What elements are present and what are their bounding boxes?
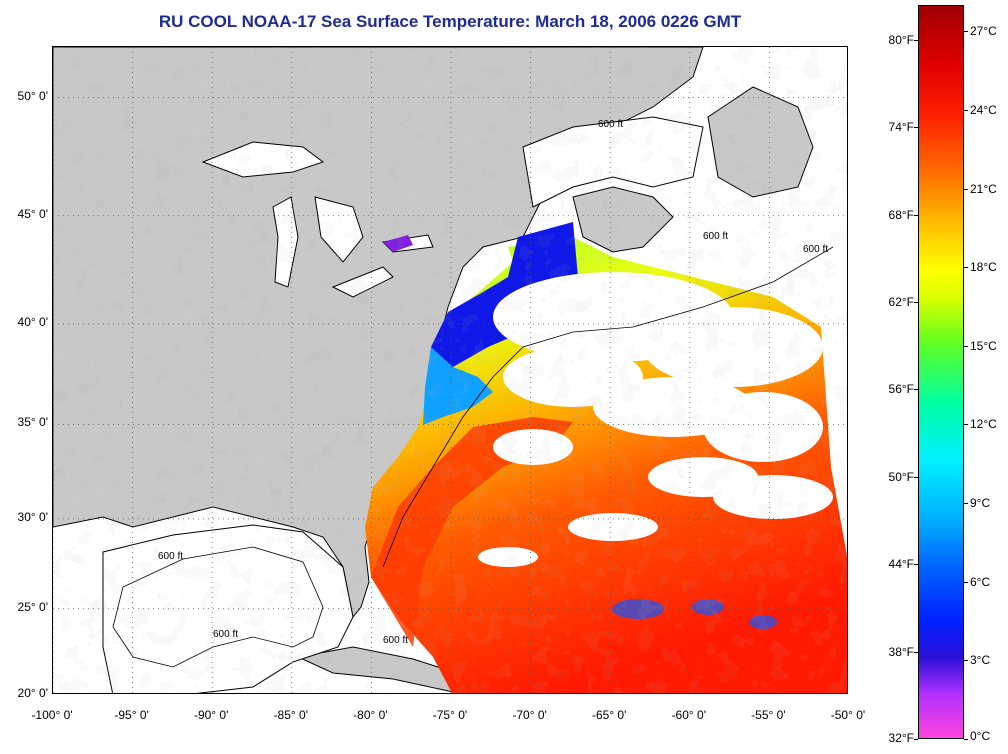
colorbar-f-label: 74°F <box>888 120 914 135</box>
lat-label: 40° 0' <box>17 314 48 329</box>
lat-label: 35° 0' <box>17 415 48 430</box>
lon-label: -80° 0' <box>353 708 388 722</box>
colorbar-f-label: 68°F <box>888 207 914 222</box>
lon-label: -85° 0' <box>273 708 309 722</box>
colorbar-c-label: 12°C <box>970 417 997 432</box>
colorbar-c-tick <box>964 31 968 33</box>
colorbar-f-label: 80°F <box>888 32 914 47</box>
contour-label-atlantic: 600 ft <box>803 244 828 255</box>
colorbar-f-label: 56°F <box>888 382 914 397</box>
lat-label: 30° 0' <box>17 509 48 524</box>
colorbar-c-label: 15°C <box>970 338 997 353</box>
grid-lines <box>53 47 847 693</box>
colorbar-f-tick <box>914 476 918 478</box>
colorbar-f-label: 62°F <box>888 295 914 310</box>
colorbar-c-tick <box>964 345 968 347</box>
colorbar-c-tick <box>964 109 968 111</box>
colorbar-f-label: 38°F <box>888 644 914 659</box>
lon-label: -75° 0' <box>432 708 468 722</box>
colorbar-f-tick <box>914 739 918 740</box>
sst-colorbar <box>918 5 964 739</box>
contour-600ft <box>112 546 324 668</box>
lon-label: -90° 0' <box>193 708 229 722</box>
lat-label: 20° 0' <box>17 686 48 700</box>
colorbar-f-tick <box>914 389 918 391</box>
texture-noise <box>53 47 847 693</box>
colorbar-c-tick <box>964 424 968 426</box>
contour-label-florida: 600 ft <box>383 635 408 646</box>
colorbar-f-tick <box>914 302 918 304</box>
sst-map: 600 ft 600 ft 600 ft 600 ft 600 ft 600 f… <box>52 46 848 694</box>
colorbar-c-label: 18°C <box>970 260 997 275</box>
colorbar-c-label: 21°C <box>970 181 997 196</box>
colorbar-f-tick <box>914 127 918 129</box>
colorbar-c-tick <box>964 739 968 740</box>
lon-label: -50° 0' <box>830 708 866 722</box>
lon-label: -55° 0' <box>751 708 786 722</box>
colorbar-c-label: 6°C <box>970 574 991 589</box>
colorbar-c-tick <box>964 503 968 505</box>
lat-label: 50° 0' <box>17 88 48 103</box>
colorbar-c-label: 3°C <box>970 653 991 668</box>
colorbar-c-tick <box>964 267 968 269</box>
lon-label: -60° 0' <box>671 708 707 722</box>
contour-label-cuba: 600 ft <box>213 629 238 640</box>
lat-label: 45° 0' <box>17 206 48 221</box>
colorbar-f-label: 50°F <box>888 469 914 484</box>
colorbar-f-tick <box>914 39 918 41</box>
lon-label: -95° 0' <box>114 708 149 722</box>
contour-600ft-east <box>382 246 834 568</box>
lon-label: -100° 0' <box>31 708 73 722</box>
contour-label-grand-banks: 600 ft <box>703 231 728 242</box>
colorbar-f-tick <box>914 651 918 653</box>
colorbar-c-tick <box>964 660 968 662</box>
contour-label-canada: 600 ft <box>598 119 623 130</box>
colorbar-f-label: 44°F <box>888 557 914 572</box>
colorbar-c-tick <box>964 581 968 583</box>
colorbar-c-label: 24°C <box>970 102 997 117</box>
colorbar-c-label: 9°C <box>970 496 991 511</box>
colorbar-c-label: 0°C <box>970 729 991 743</box>
colorbar-f-tick <box>914 214 918 216</box>
colorbar-c-tick <box>964 188 968 190</box>
colorbar-c-label: 27°C <box>970 24 997 39</box>
lon-label: -70° 0' <box>512 708 547 722</box>
colorbar-f-tick <box>914 564 918 566</box>
contour-label-gulf: 600 ft <box>158 551 183 562</box>
colorbar-f-label: 32°F <box>888 731 914 745</box>
lon-label: -65° 0' <box>591 708 627 722</box>
chart-title: RU COOL NOAA-17 Sea Surface Temperature:… <box>158 12 742 31</box>
lat-label: 25° 0' <box>17 599 48 614</box>
